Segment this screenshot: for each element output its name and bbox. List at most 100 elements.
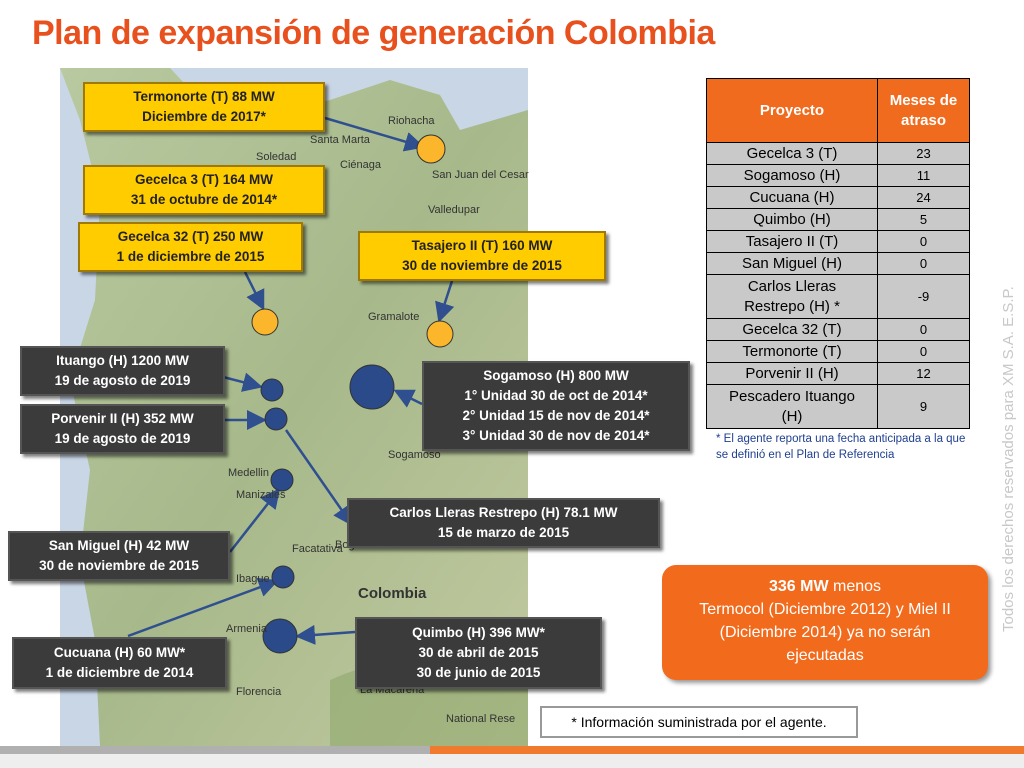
- header-cell: Meses de atraso: [877, 78, 970, 143]
- delay-cell: 0: [877, 230, 970, 253]
- callout: Porvenir II (H) 352 MW 19 de agosto de 20…: [20, 404, 225, 454]
- map-label: San Juan del Cesar: [432, 169, 529, 181]
- project-cell: Carlos Lleras Restrepo (H) *: [706, 274, 878, 319]
- map-label: Armenia: [226, 623, 268, 635]
- delay-cell: 0: [877, 252, 970, 275]
- footer-bar: [0, 754, 1024, 768]
- delay-cell: -9: [877, 274, 970, 319]
- delay-cell: 11: [877, 164, 970, 187]
- callout-line: 1° Unidad 30 de oct de 2014*: [464, 388, 648, 403]
- callout: San Miguel (H) 42 MW 30 de noviembre de 2…: [8, 531, 230, 581]
- table-row: Carlos Lleras Restrepo (H) * -9: [706, 274, 970, 319]
- project-cell: Tasajero II (T): [706, 230, 878, 253]
- callout-line: Ituango (H) 1200 MW: [56, 353, 189, 368]
- table-row: San Miguel (H) 0: [706, 252, 970, 275]
- map-label: Gramalote: [368, 311, 419, 323]
- slide-title: Plan de expansión de generación Colombia: [32, 14, 715, 52]
- info-note: * Información suministrada por el agente…: [540, 706, 858, 738]
- delay-cell: 12: [877, 362, 970, 385]
- callout-line: 30 de noviembre de 2015: [402, 258, 562, 273]
- delay-cell: 24: [877, 186, 970, 209]
- project-cell: Porvenir II (H): [706, 362, 878, 385]
- callout-line: 19 de agosto de 2019: [54, 373, 191, 388]
- header-cell: Proyecto: [706, 78, 878, 143]
- callout-line: Gecelca 32 (T) 250 MW: [117, 229, 264, 244]
- callout-line: 19 de agosto de 2019: [54, 431, 191, 446]
- summary-text: Termocol (Diciembre 2012) y Miel II (Dic…: [699, 601, 951, 664]
- table-note: * El agente reporta una fecha anticipada…: [716, 433, 966, 461]
- table-row: Pescadero Ituango (H) 9: [706, 384, 970, 429]
- project-cell: Gecelca 32 (T): [706, 318, 878, 341]
- callout-line: 30 de junio de 2015: [416, 665, 541, 680]
- map-label: Ciénaga: [340, 159, 382, 171]
- table-row: Quimbo (H) 5: [706, 208, 970, 231]
- table-row: Gecelca 3 (T) 23: [706, 142, 970, 165]
- callout-line: 3° Unidad 30 de nov de 2014*: [462, 428, 650, 443]
- map-label: Valledupar: [428, 204, 480, 216]
- project-cell: Gecelca 3 (T): [706, 142, 878, 165]
- callout-line: Termonorte (T) 88 MW: [133, 89, 275, 104]
- map-label: National Rese: [446, 713, 515, 725]
- table-row: Termonorte (T) 0: [706, 340, 970, 363]
- delay-cell: 5: [877, 208, 970, 231]
- callout: Carlos Lleras Restrepo (H) 78.1 MW 15 de …: [347, 498, 660, 548]
- callout-line: 31 de octubre de 2014*: [130, 192, 278, 207]
- delay-cell: 9: [877, 384, 970, 429]
- map-label: Sogamoso: [388, 449, 441, 461]
- map-label: Manizales: [236, 489, 286, 501]
- map-label: Soledad: [256, 151, 296, 163]
- footer-bar: [430, 746, 1024, 754]
- markers: [251, 134, 454, 654]
- map-label: Medellin: [228, 467, 269, 479]
- callout-line: 30 de abril de 2015: [418, 645, 539, 660]
- callout: Gecelca 32 (T) 250 MW 1 de diciembre de 2…: [78, 222, 303, 272]
- map-label: Colombia: [358, 585, 427, 602]
- callout: Sogamoso (H) 800 MW 1° Unidad 30 de oct d…: [422, 361, 690, 451]
- project-cell: Sogamoso (H): [706, 164, 878, 187]
- map-label: Riohacha: [388, 115, 435, 127]
- callout-line: Carlos Lleras Restrepo (H) 78.1 MW: [389, 505, 618, 520]
- callout-line: Diciembre de 2017*: [142, 109, 266, 124]
- callout-line: Porvenir II (H) 352 MW: [51, 411, 194, 426]
- callout-line: 1 de diciembre de 2015: [116, 249, 265, 264]
- delay-table: Proyecto Meses de atraso Gecelca 3 (T) 23 S…: [706, 78, 970, 429]
- callout-line: San Miguel (H) 42 MW: [48, 538, 190, 553]
- table-row: Gecelca 32 (T) 0: [706, 318, 970, 341]
- project-cell: Quimbo (H): [706, 208, 878, 231]
- callout-line: 2° Unidad 15 de nov de 2014*: [462, 408, 650, 423]
- table-row: Sogamoso (H) 11: [706, 164, 970, 187]
- callout-line: Gecelca 3 (T) 164 MW: [134, 172, 274, 187]
- delay-cell: 0: [877, 340, 970, 363]
- delay-cell: 0: [877, 318, 970, 341]
- table-row: Cucuana (H) 24: [706, 186, 970, 209]
- callout: Quimbo (H) 396 MW* 30 de abril de 2015 30 …: [355, 617, 602, 689]
- callout-line: Quimbo (H) 396 MW*: [412, 625, 545, 640]
- callout: Tasajero II (T) 160 MW 30 de noviembre de…: [358, 231, 606, 281]
- map-label: Santa Marta: [310, 134, 371, 146]
- map-label: Ibague: [236, 573, 270, 585]
- callout-line: 1 de diciembre de 2014: [45, 665, 194, 680]
- callout: Gecelca 3 (T) 164 MW 31 de octubre de 201…: [83, 165, 325, 215]
- map-label: Florencia: [236, 686, 282, 698]
- callout: Ituango (H) 1200 MW 19 de agosto de 2019: [20, 346, 225, 396]
- copyright: Todos los derechos reservados para XM S.…: [1000, 286, 1017, 632]
- table-row: Porvenir II (H) 12: [706, 362, 970, 385]
- delay-cell: 23: [877, 142, 970, 165]
- project-cell: Pescadero Ituango (H): [706, 384, 878, 429]
- project-cell: Termonorte (T): [706, 340, 878, 363]
- summary-text: menos: [828, 578, 882, 595]
- map-label: Facatativa: [292, 543, 344, 555]
- project-cell: San Miguel (H): [706, 252, 878, 275]
- callout-line: Sogamoso (H) 800 MW: [483, 368, 629, 383]
- summary-bold: 336 MW: [768, 578, 829, 595]
- callout-line: 15 de marzo de 2015: [437, 525, 570, 540]
- summary-box: 336 MW menos Termocol (Diciembre 2012) y …: [662, 565, 988, 680]
- callout-line: 30 de noviembre de 2015: [39, 558, 199, 573]
- table-row: Tasajero II (T) 0: [706, 230, 970, 253]
- project-cell: Cucuana (H): [706, 186, 878, 209]
- callout-line: Cucuana (H) 60 MW*: [53, 645, 186, 660]
- callout: Termonorte (T) 88 MW Diciembre de 2017*: [83, 82, 325, 132]
- callout: Cucuana (H) 60 MW* 1 de diciembre de 2014: [12, 637, 227, 689]
- callout-line: Tasajero II (T) 160 MW: [411, 238, 553, 253]
